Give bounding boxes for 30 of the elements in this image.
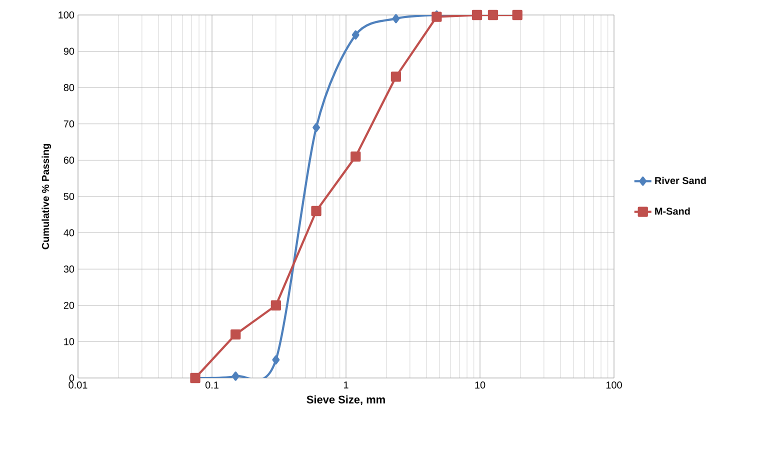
point — [350, 151, 361, 162]
point — [270, 300, 282, 310]
point — [311, 206, 322, 216]
x-tick-label: 10 — [475, 382, 486, 389]
point — [352, 30, 360, 40]
y-tick-label: 10 — [64, 338, 74, 346]
y-tick-label: 80 — [64, 84, 74, 92]
y-tick-label: 50 — [64, 192, 74, 200]
point — [392, 14, 400, 24]
point — [312, 122, 320, 132]
y-axis-title: Cumulative % Passing — [42, 144, 52, 250]
y-tick-label: 20 — [64, 302, 74, 309]
x-tick-label: 0.1 — [205, 382, 218, 389]
y-tick-label: 90 — [64, 48, 74, 55]
y-tick-label: 70 — [64, 120, 74, 128]
x-axis-title: Sieve Size, mm — [306, 395, 385, 406]
y-tick-label: 100 — [58, 11, 74, 19]
point — [390, 72, 402, 82]
legend-label: River Sand — [655, 176, 706, 184]
x-tick-label: 0.01 — [68, 382, 88, 389]
legend-label: M-Sand — [655, 207, 690, 215]
y-tick-label: 0 — [69, 374, 74, 382]
y-tick-label: 30 — [64, 266, 74, 273]
x-tick-label: 1 — [344, 382, 348, 388]
y-tick-label: 40 — [64, 229, 74, 236]
point — [272, 355, 280, 364]
y-tick-label: 60 — [64, 156, 74, 164]
point — [230, 329, 241, 340]
x-tick-label: 100 — [606, 382, 622, 389]
point — [232, 372, 240, 381]
